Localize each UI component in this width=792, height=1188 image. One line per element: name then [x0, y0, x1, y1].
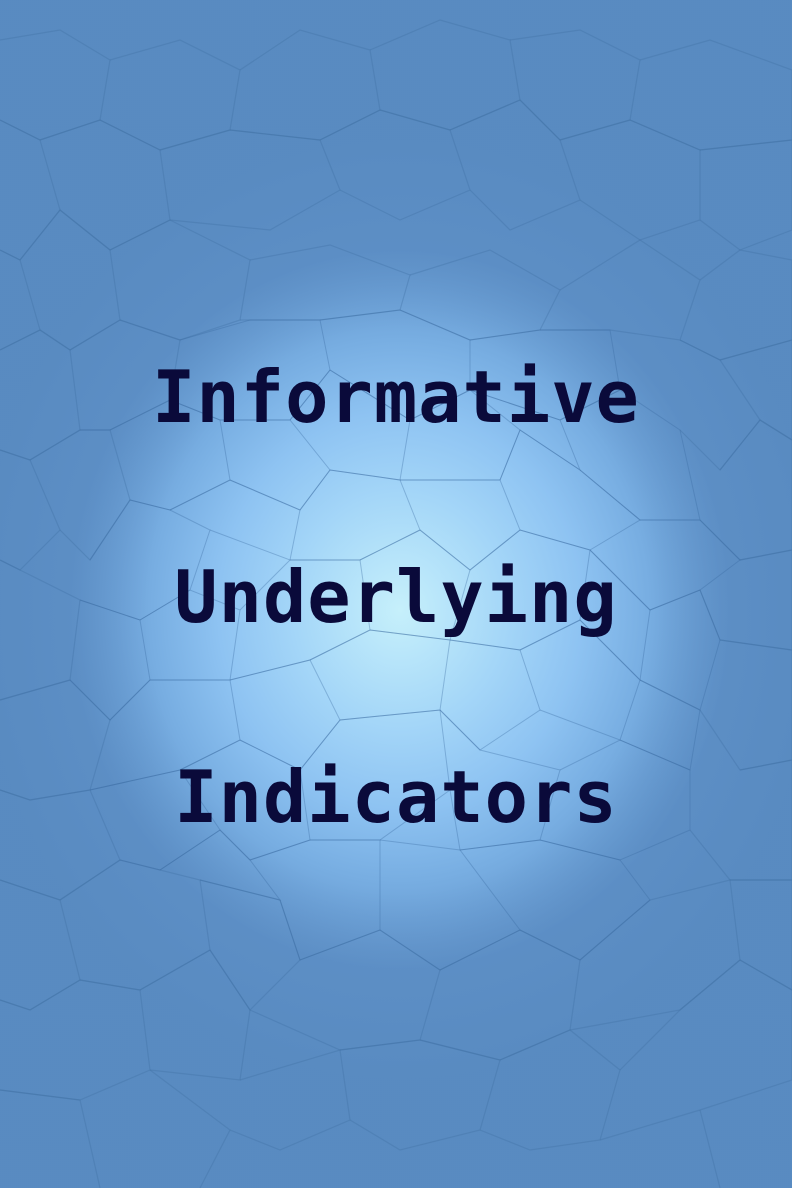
title-line-informative: Informative [152, 355, 640, 439]
title-line-indicators: Indicators [174, 755, 618, 839]
title-line-underlying: Underlying [174, 555, 618, 639]
